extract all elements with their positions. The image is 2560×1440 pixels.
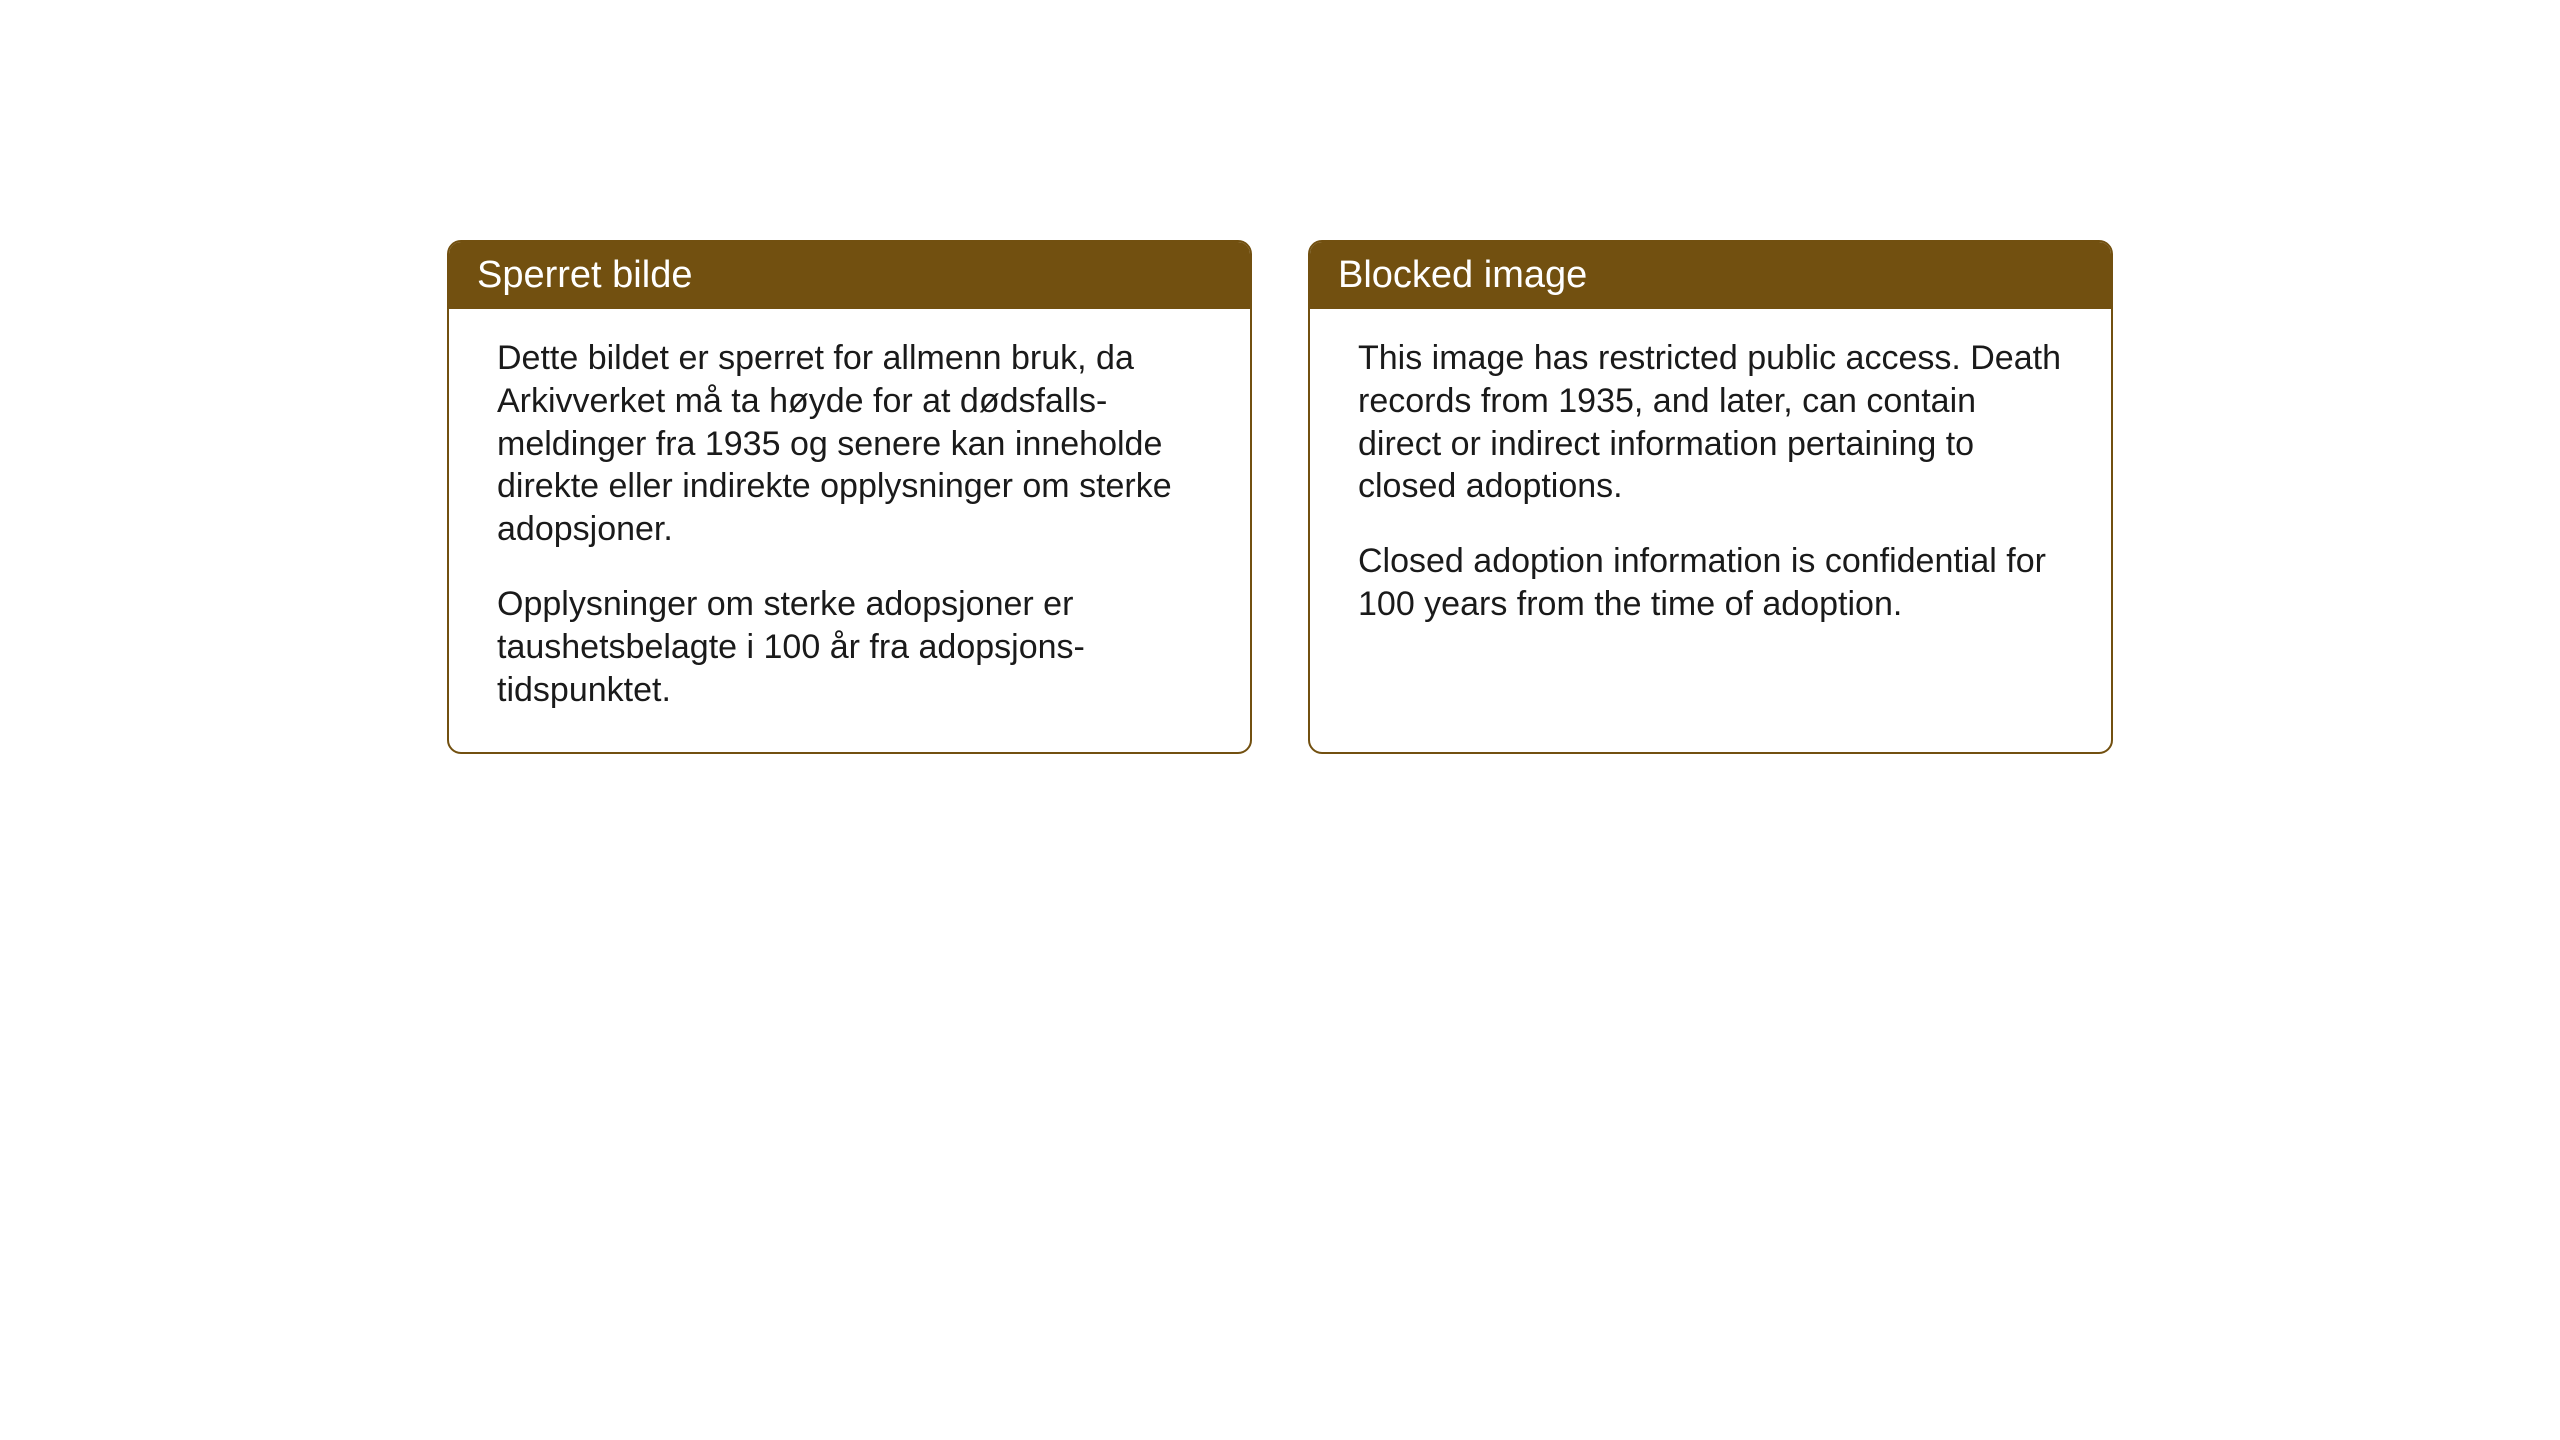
card-body-norwegian: Dette bildet er sperret for allmenn bruk… <box>449 309 1250 752</box>
card-paragraph: This image has restricted public access.… <box>1358 337 2063 508</box>
card-paragraph: Dette bildet er sperret for allmenn bruk… <box>497 337 1202 551</box>
card-paragraph: Closed adoption information is confident… <box>1358 540 2063 626</box>
card-paragraph: Opplysninger om sterke adopsjoner er tau… <box>497 583 1202 711</box>
card-header-english: Blocked image <box>1310 242 2111 309</box>
card-header-norwegian: Sperret bilde <box>449 242 1250 309</box>
cards-container: Sperret bilde Dette bildet er sperret fo… <box>447 240 2113 754</box>
card-body-english: This image has restricted public access.… <box>1310 309 2111 666</box>
card-norwegian: Sperret bilde Dette bildet er sperret fo… <box>447 240 1252 754</box>
card-english: Blocked image This image has restricted … <box>1308 240 2113 754</box>
